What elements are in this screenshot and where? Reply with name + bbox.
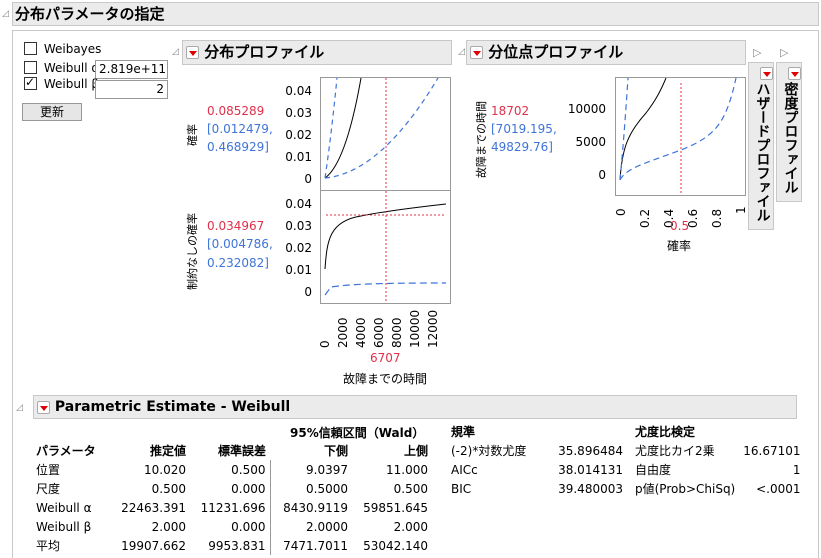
estimate-table: パラメータ 推定値 標準誤差 下側 上側 位置 10.020 0.500 9.0397… xyxy=(32,441,432,555)
estimate-title: Parametric Estimate - Weibull xyxy=(54,399,291,415)
weibayes-label: Weibayes xyxy=(43,42,102,56)
update-button[interactable]: 更新 xyxy=(22,103,82,121)
quantile-ci-low: [7019.195, xyxy=(491,122,557,136)
table-row: 平均 19907.662 9953.831 7471.7011 53042.140 xyxy=(32,536,432,555)
quantile-ylabel: 故障までの時間 xyxy=(475,101,488,178)
red-triangle-menu-icon[interactable] xyxy=(37,400,50,414)
beta-label: Weibull β xyxy=(43,77,100,91)
expand-triangle-icon[interactable]: ▷ xyxy=(780,46,789,59)
disclosure-triangle-icon[interactable]: ◿ xyxy=(172,47,179,57)
bottom-ci-low: [0.004786, xyxy=(207,237,273,251)
bottom-ci-high: 0.232082] xyxy=(207,256,269,270)
table-row: 位置 10.020 0.500 9.0397 11.000 xyxy=(32,460,432,479)
table-row: 尤度比カイ2乗 16.67101 xyxy=(635,443,801,459)
beta-input[interactable]: 2 xyxy=(95,80,168,99)
ci-header: 95%信頼区間（Wald） xyxy=(290,426,425,440)
table-row: 尺度 0.500 0.000 0.5000 0.500 xyxy=(32,479,432,498)
top-yticks: 0.04 0.03 0.02 0.01 0 xyxy=(285,84,312,186)
beta-checkbox[interactable]: Weibull β xyxy=(24,75,100,93)
table-row: p値(Prob>ChiSq) <.0001 xyxy=(635,481,801,497)
alpha-label: Weibull α xyxy=(43,61,100,75)
quantile-profile-header[interactable]: 分位点プロファイル xyxy=(466,40,746,65)
quantile-chart xyxy=(619,77,737,195)
main-header[interactable]: 分布パラメータの指定 xyxy=(12,2,819,26)
density-profile-title: 密度プロファイル xyxy=(782,82,799,194)
unconstrained-chart xyxy=(324,191,447,303)
distribution-plot[interactable] xyxy=(314,77,451,191)
lrt-table: 尤度比検定 尤度比カイ2乗 16.67101 自由度 1 p値(Prob>ChiSq… xyxy=(631,422,805,498)
disclosure-triangle-icon[interactable]: ◿ xyxy=(2,9,9,19)
red-triangle-menu-icon[interactable] xyxy=(186,46,199,59)
dist-x-value[interactable]: 6707 xyxy=(370,351,401,365)
alpha-checkbox[interactable]: Weibull α xyxy=(24,61,99,77)
quantile-x-value[interactable]: 0.5 xyxy=(670,219,690,233)
quantile-ci-high: 49829.76] xyxy=(491,140,553,154)
top-ci-high: 0.468929] xyxy=(207,140,269,154)
density-profile-header[interactable]: 密度プロファイル xyxy=(776,62,802,202)
table-row: AICc 38.014131 xyxy=(451,462,623,477)
hazard-profile-title: ハザードプロファイル xyxy=(754,82,771,222)
quantile-xlabel: 確率 xyxy=(667,239,692,253)
table-row: Weibull β 2.000 0.000 2.0000 2.000 xyxy=(32,517,432,536)
weibayes-check-icon[interactable] xyxy=(24,42,37,55)
main-panel xyxy=(12,30,819,558)
quantile-profile-title: 分位点プロファイル xyxy=(488,43,624,61)
red-triangle-menu-icon[interactable] xyxy=(470,46,483,59)
estimate-header[interactable]: Parametric Estimate - Weibull xyxy=(33,395,797,419)
main-title: 分布パラメータの指定 xyxy=(15,5,165,23)
red-triangle-menu-icon[interactable] xyxy=(760,67,773,80)
quantile-plot[interactable] xyxy=(615,77,746,196)
hazard-profile-header[interactable]: ハザードプロファイル xyxy=(748,62,774,230)
disclosure-triangle-icon[interactable]: ◿ xyxy=(458,47,465,57)
table-row: Weibull α 22463.391 11231.696 8430.9119 5985… xyxy=(32,498,432,517)
bottom-yticks: 0.04 0.03 0.02 0.01 0 xyxy=(285,197,312,299)
table-row: (-2)*対数尤度 35.896484 xyxy=(451,443,623,459)
table-row: 自由度 1 xyxy=(635,462,801,478)
disclosure-triangle-icon[interactable]: ◿ xyxy=(16,403,23,413)
unconstrained-plot[interactable] xyxy=(320,190,451,304)
top-estimate-value: 0.085289 xyxy=(207,104,265,118)
dist-profile-header[interactable]: 分布プロファイル xyxy=(182,40,452,65)
table-row: BIC 39.480003 xyxy=(451,481,623,496)
beta-check-icon[interactable] xyxy=(24,75,37,90)
alpha-input[interactable]: 2.819e+11 xyxy=(95,60,168,79)
distribution-chart xyxy=(314,77,439,190)
quantile-yticks: 10000 5000 0 xyxy=(567,102,606,182)
top-ci-low: [0.012479, xyxy=(207,122,273,136)
quantile-estimate-value: 18702 xyxy=(491,104,530,118)
red-triangle-menu-icon[interactable] xyxy=(788,67,801,80)
dist-xlabel: 故障までの時間 xyxy=(343,372,428,386)
weibayes-checkbox[interactable]: Weibayes xyxy=(24,42,101,58)
dist-profile-title: 分布プロファイル xyxy=(204,43,325,61)
criteria-table: 規準 (-2)*対数尤度 35.896484 AICc 38.014131 BIC 3… xyxy=(447,422,627,498)
bottom-estimate-value: 0.034967 xyxy=(207,219,265,233)
expand-triangle-icon[interactable]: ▷ xyxy=(753,46,762,59)
alpha-check-icon[interactable] xyxy=(24,61,37,74)
